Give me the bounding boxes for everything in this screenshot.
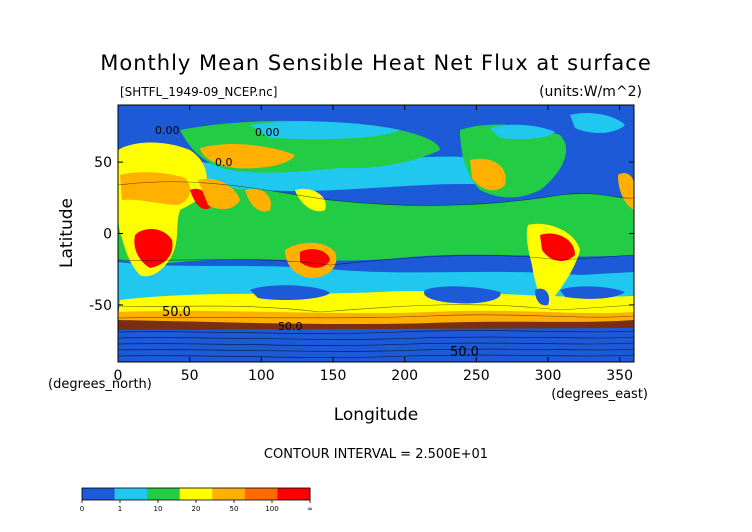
colorbar-swatch bbox=[82, 488, 116, 500]
colorbar-swatch bbox=[277, 488, 311, 500]
colorbar-tick-label: ∞ bbox=[307, 505, 313, 513]
x-tick-label: 300 bbox=[535, 368, 562, 384]
atlantic-cold-patch bbox=[560, 286, 625, 299]
y-axis-units: (degrees_north) bbox=[48, 377, 152, 392]
x-axis: 0 50 100 150 200 250 300 350 bbox=[114, 105, 633, 384]
colorbar-tick-label: 100 bbox=[265, 505, 278, 513]
y-tick-label: 0 bbox=[103, 227, 112, 243]
x-tick-label: 150 bbox=[320, 368, 347, 384]
middle-east bbox=[198, 178, 240, 210]
x-tick-label: 100 bbox=[248, 368, 275, 384]
colorbar-swatch bbox=[147, 488, 181, 500]
y-tick-label: 50 bbox=[94, 155, 112, 171]
x-tick-label: 50 bbox=[181, 368, 199, 384]
contour-label: 50.0 bbox=[278, 320, 303, 333]
western-us bbox=[470, 158, 506, 191]
antarctic-edge bbox=[118, 320, 634, 330]
x-axis-units: (degrees_east) bbox=[551, 387, 648, 402]
australia-hot bbox=[300, 249, 330, 268]
patagonia bbox=[535, 288, 550, 306]
colorbar-swatch bbox=[179, 488, 213, 500]
eastern-edge-land bbox=[618, 173, 634, 210]
y-axis-label: Latitude bbox=[57, 198, 77, 268]
y-axis: 50 0 -50 bbox=[89, 155, 634, 314]
contour-lines bbox=[118, 181, 634, 319]
india bbox=[245, 188, 271, 212]
y-tick-label: -50 bbox=[89, 298, 112, 314]
colorbar-swatch bbox=[212, 488, 246, 500]
southeast-asia bbox=[295, 188, 326, 212]
pacific-cold-patch bbox=[424, 286, 501, 304]
colorbar-tick-label: 50 bbox=[230, 505, 239, 513]
chart-title: Monthly Mean Sensible Heat Net Flux at s… bbox=[100, 51, 652, 75]
dataset-filename: [SHTFL_1949-09_NCEP.nc] bbox=[120, 85, 277, 99]
contour-label: 50.0 bbox=[162, 305, 191, 320]
indian-cold-patch bbox=[250, 285, 330, 301]
x-tick-label: 350 bbox=[606, 368, 633, 384]
colorbar-tick-label: 1 bbox=[118, 505, 122, 513]
x-tick-label: 0 bbox=[114, 368, 123, 384]
colorbar: 0 1 10 20 50 100 ∞ bbox=[80, 487, 313, 513]
contour-label: 0.00 bbox=[155, 124, 180, 137]
sahara-region bbox=[120, 172, 191, 205]
colorbar-swatch bbox=[244, 488, 278, 500]
contour-label: 0.00 bbox=[255, 126, 280, 139]
central-asia bbox=[200, 144, 295, 169]
x-tick-label: 250 bbox=[463, 368, 490, 384]
contour-label: 0.0 bbox=[215, 156, 233, 169]
antarctic-contour-lines bbox=[118, 330, 634, 358]
canada bbox=[490, 124, 555, 140]
colorbar-tick-label: 10 bbox=[154, 505, 163, 513]
colorbar-swatch bbox=[114, 488, 148, 500]
map-field: 0.00 0.00 0.0 50.0 50.0 50.0 bbox=[118, 105, 634, 362]
units-label: (units:W/m^2) bbox=[539, 84, 642, 100]
siberia bbox=[250, 121, 400, 140]
colorbar-tick-label: 0 bbox=[80, 505, 84, 513]
brazil-hot bbox=[540, 233, 575, 262]
x-tick-label: 200 bbox=[391, 368, 418, 384]
contour-label: 50.0 bbox=[450, 345, 479, 360]
colorbar-tick-label: 20 bbox=[192, 505, 201, 513]
greenland bbox=[570, 113, 625, 133]
contour-interval: CONTOUR INTERVAL = 2.500E+01 bbox=[264, 447, 488, 462]
southern-africa-hot bbox=[134, 228, 173, 268]
x-axis-label: Longitude bbox=[334, 405, 419, 425]
